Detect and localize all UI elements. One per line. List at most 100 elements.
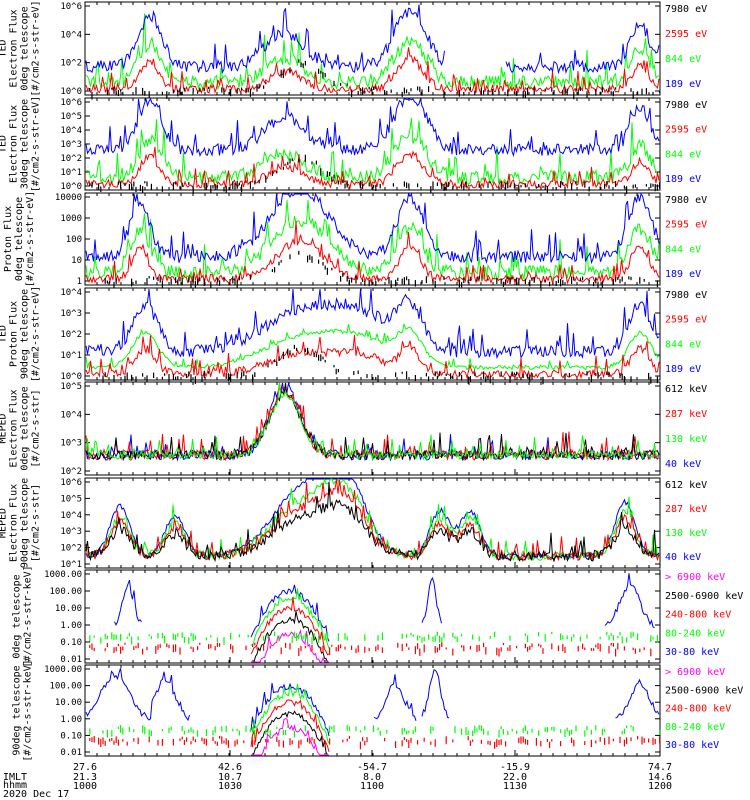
red-marks: [175, 644, 177, 652]
black-marks: [606, 181, 608, 186]
red-marks: [608, 736, 610, 745]
black-marks: [502, 281, 504, 287]
green-marks: [183, 730, 185, 735]
panel-7: 1000.00 100.00 10.00 1.00 0.10 0.01 0deg teles…: [12, 565, 744, 667]
red-marks: [311, 644, 313, 652]
green-marks: [419, 635, 421, 638]
red-marks: [192, 736, 194, 741]
green-marks: [562, 635, 564, 640]
mlt-tick-label: 10.7: [218, 772, 242, 783]
red-marks: [155, 645, 157, 654]
black-marks: [375, 281, 377, 286]
red-marks: [423, 644, 425, 653]
red-marks: [186, 737, 188, 742]
red-marks: [243, 740, 245, 744]
black-marks: [216, 185, 218, 189]
black-marks: [366, 374, 368, 379]
red-marks: [183, 739, 185, 745]
black-marks: [395, 279, 397, 287]
red-marks: [617, 642, 619, 650]
red-marks: [599, 644, 601, 652]
red-marks: [362, 737, 364, 742]
green-marks: [212, 730, 214, 736]
black-marks: [571, 183, 573, 190]
red-marks: [89, 644, 91, 648]
panel-4: 10^4 10^3 10^2 10^1 10^0 TEDProton Flux90deg …: [0, 286, 707, 385]
black-marks: [439, 371, 441, 376]
black-marks: [560, 279, 562, 287]
black-marks: [234, 182, 236, 190]
green-marks: [524, 725, 526, 731]
red-marks: [179, 738, 181, 742]
red-marks: [652, 737, 654, 745]
black-marks: [597, 372, 599, 379]
black-marks: [192, 276, 194, 283]
red-marks: [190, 646, 192, 649]
black-marks: [522, 91, 524, 99]
black-marks: [368, 182, 370, 187]
red-marks: [597, 643, 599, 649]
green-marks: [238, 730, 240, 736]
green-marks: [324, 725, 326, 728]
black-marks: [368, 86, 370, 90]
green-marks: [428, 634, 430, 640]
legend-entry: 2595 eV: [665, 220, 707, 231]
red-marks: [469, 740, 471, 746]
green-marks: [401, 633, 403, 639]
black-marks: [386, 90, 388, 96]
y-tick-label: 10^6: [60, 478, 82, 488]
legend-entry: 240-800 keV: [665, 610, 731, 621]
magenta-dome-trace: [251, 718, 329, 756]
black-marks: [115, 278, 117, 284]
green-marks: [601, 728, 603, 736]
green-marks: [267, 634, 269, 639]
y-axis-label-line: 30deg telescope: [20, 99, 31, 189]
black-marks: [161, 376, 163, 380]
black-marks: [271, 170, 273, 176]
green-marks: [106, 729, 108, 738]
y-tick-label: 10.00: [55, 698, 82, 708]
black-marks: [623, 376, 625, 383]
red-marks: [216, 642, 218, 647]
black-marks: [331, 267, 333, 271]
red-marks: [377, 644, 379, 650]
black-marks: [133, 181, 135, 187]
green-marks: [287, 725, 289, 728]
red-marks: [309, 738, 311, 744]
red-marks: [615, 648, 617, 657]
black-marks: [320, 70, 322, 74]
black-marks: [106, 89, 108, 96]
red-marks: [364, 740, 366, 746]
green-marks: [175, 634, 177, 641]
red-marks: [98, 737, 100, 745]
legend-entry: 7980 eV: [665, 290, 707, 301]
black-marks: [516, 90, 518, 96]
black-marks: [214, 183, 216, 191]
black-marks: [287, 161, 289, 166]
black-marks: [333, 80, 335, 87]
blue-trace: [85, 192, 660, 265]
black-marks: [630, 276, 632, 281]
black-marks: [320, 354, 322, 362]
black-marks: [203, 278, 205, 286]
y-tick-label: 0.01: [60, 748, 82, 758]
black-marks: [608, 371, 610, 377]
black-marks: [177, 89, 179, 97]
black-marks: [573, 277, 575, 281]
black-marks: [538, 184, 540, 188]
black-marks: [357, 370, 359, 374]
red-marks: [203, 738, 205, 745]
black-marks: [401, 278, 403, 285]
green-marks: [194, 635, 196, 640]
red-marks: [120, 646, 122, 654]
mlt-tick-label: 14.6: [648, 772, 672, 783]
black-marks: [544, 185, 546, 191]
red-marks: [582, 643, 584, 649]
black-marks: [230, 89, 232, 97]
red-marks: [307, 737, 309, 743]
black-marks: [390, 280, 392, 288]
black-marks: [351, 277, 353, 283]
legend-entry: 130 keV: [665, 528, 707, 539]
green-marks: [406, 730, 408, 735]
y-tick-label: 10^2: [60, 467, 82, 477]
